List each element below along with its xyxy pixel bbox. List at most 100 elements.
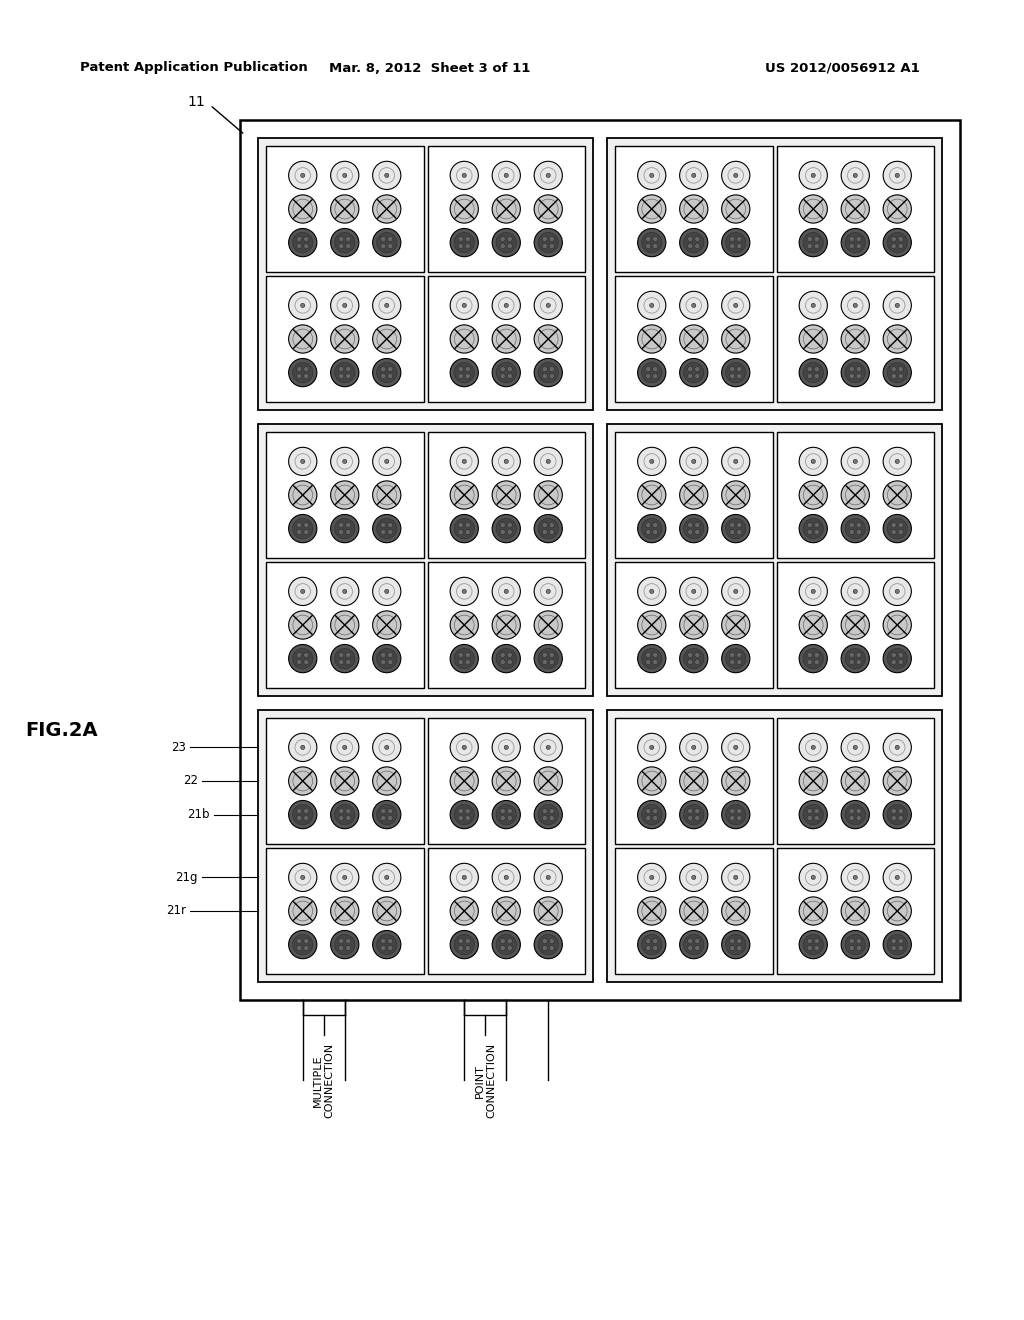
Circle shape	[644, 454, 659, 469]
Circle shape	[451, 863, 478, 891]
Bar	[615, 847, 772, 974]
Circle shape	[381, 939, 386, 944]
Circle shape	[499, 870, 514, 886]
Circle shape	[507, 367, 512, 372]
Circle shape	[694, 236, 699, 242]
Circle shape	[500, 660, 505, 665]
Circle shape	[691, 875, 696, 879]
Circle shape	[722, 228, 750, 256]
Circle shape	[507, 816, 512, 821]
Circle shape	[507, 523, 512, 528]
Circle shape	[373, 577, 400, 606]
Circle shape	[289, 228, 316, 256]
Circle shape	[500, 652, 505, 657]
Circle shape	[807, 652, 812, 657]
Circle shape	[457, 297, 472, 313]
Circle shape	[346, 244, 351, 248]
Circle shape	[507, 939, 512, 944]
Circle shape	[883, 480, 911, 510]
Circle shape	[535, 577, 562, 606]
Circle shape	[638, 863, 666, 891]
Circle shape	[684, 363, 703, 383]
Circle shape	[890, 168, 905, 183]
Circle shape	[814, 939, 819, 944]
Bar	[266, 147, 424, 272]
Circle shape	[301, 173, 305, 177]
Circle shape	[346, 660, 351, 665]
Circle shape	[500, 809, 505, 813]
Circle shape	[688, 244, 693, 248]
Circle shape	[346, 816, 351, 821]
Bar	[266, 718, 424, 843]
Circle shape	[694, 652, 699, 657]
Circle shape	[688, 374, 693, 379]
Circle shape	[385, 304, 389, 308]
Text: US 2012/0056912 A1: US 2012/0056912 A1	[765, 62, 920, 74]
Circle shape	[339, 367, 344, 372]
Circle shape	[535, 480, 562, 510]
Circle shape	[500, 945, 505, 950]
Circle shape	[301, 746, 305, 750]
Circle shape	[733, 589, 738, 594]
Circle shape	[331, 161, 358, 190]
Circle shape	[652, 809, 657, 813]
Circle shape	[841, 611, 869, 639]
Circle shape	[377, 648, 397, 669]
Circle shape	[730, 809, 735, 813]
Circle shape	[379, 454, 394, 469]
Circle shape	[535, 195, 562, 223]
Circle shape	[883, 325, 911, 354]
Circle shape	[541, 168, 556, 183]
Circle shape	[289, 800, 316, 829]
Circle shape	[504, 173, 508, 177]
Circle shape	[373, 863, 400, 891]
Circle shape	[688, 523, 693, 528]
Circle shape	[381, 367, 386, 372]
Circle shape	[457, 583, 472, 599]
Circle shape	[289, 644, 316, 673]
Circle shape	[891, 945, 896, 950]
Circle shape	[730, 816, 735, 821]
Circle shape	[388, 523, 393, 528]
Circle shape	[381, 529, 386, 535]
Circle shape	[379, 870, 394, 886]
Circle shape	[646, 523, 651, 528]
Circle shape	[546, 589, 550, 594]
Circle shape	[806, 583, 821, 599]
Circle shape	[541, 583, 556, 599]
Circle shape	[493, 359, 520, 387]
Circle shape	[799, 577, 827, 606]
Circle shape	[297, 244, 302, 248]
Circle shape	[458, 523, 463, 528]
Circle shape	[507, 945, 512, 950]
Circle shape	[496, 363, 516, 383]
Circle shape	[652, 652, 657, 657]
Circle shape	[652, 236, 657, 242]
Circle shape	[493, 896, 520, 925]
Circle shape	[535, 734, 562, 762]
Circle shape	[465, 236, 470, 242]
Circle shape	[496, 232, 516, 252]
Circle shape	[883, 228, 911, 256]
Circle shape	[535, 161, 562, 190]
Circle shape	[722, 611, 750, 639]
Circle shape	[458, 529, 463, 535]
Circle shape	[546, 304, 550, 308]
Circle shape	[304, 809, 309, 813]
Bar	[427, 432, 585, 558]
Circle shape	[646, 652, 651, 657]
Circle shape	[335, 363, 355, 383]
Circle shape	[652, 939, 657, 944]
Circle shape	[388, 374, 393, 379]
Circle shape	[722, 896, 750, 925]
Circle shape	[538, 648, 558, 669]
Circle shape	[638, 644, 666, 673]
Circle shape	[346, 236, 351, 242]
Circle shape	[814, 529, 819, 535]
Bar	[776, 718, 934, 843]
Circle shape	[883, 734, 911, 762]
Circle shape	[496, 519, 516, 539]
Circle shape	[898, 652, 903, 657]
Circle shape	[680, 734, 708, 762]
Circle shape	[549, 945, 554, 950]
